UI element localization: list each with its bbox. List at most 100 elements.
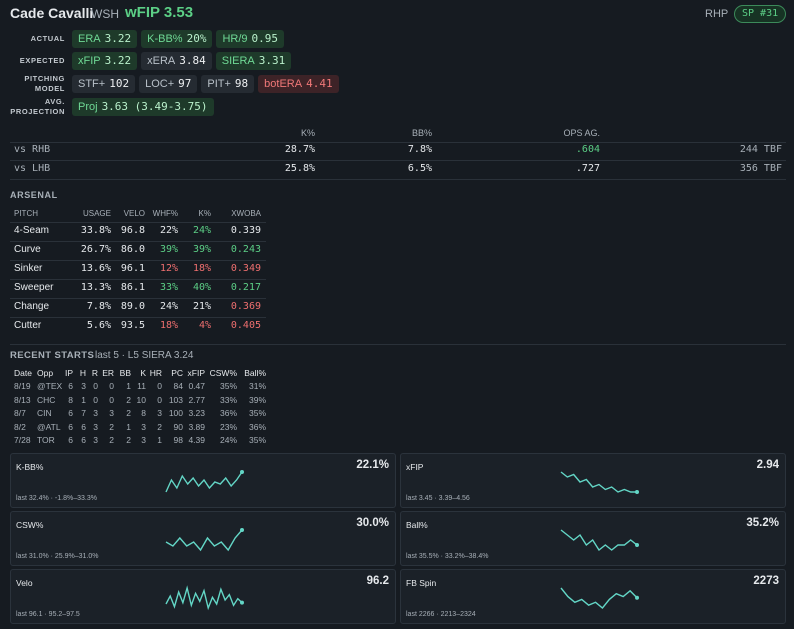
metric-chip: LOC+ 97 [139,75,198,93]
chip-key: STF+ [78,78,106,90]
arsenal-header: USAGE [82,209,111,218]
recent-cell: 3 [109,408,114,418]
sparkline [165,585,244,611]
divider [10,344,786,345]
recent-cell: 90 [173,421,183,432]
spark-end [240,470,244,474]
arsenal-cell: 33.8% [80,225,111,236]
arsenal-cell: 33% [159,282,178,293]
metric-label: AVG. PROJECTION [10,97,65,116]
arsenal-cell: 4-Seam [14,225,50,236]
arsenal-header: WHF% [152,209,178,218]
recent-cell: TOR [37,435,55,445]
arsenal-cell: 86.1 [120,282,145,293]
hand: RHP [705,8,729,20]
arsenal-cell: 24% [192,225,211,236]
card-footer: last 32.4% · -1.8%–33.3% [16,495,97,502]
recent-cell: 1 [81,394,86,405]
arsenal-cell: 5.6% [86,320,111,331]
sparkline [560,587,639,609]
recent-header: ER [102,368,114,378]
chip-value: 97 [178,77,192,90]
recent-cell: 33% [219,394,237,405]
split-cell: vs RHB [14,144,51,155]
recent-cell: 2 [126,435,131,445]
arsenal-cell: Change [14,301,50,312]
spark-end [635,490,639,494]
split-header: OPS AG. [563,128,600,138]
card-title: FB Spin [406,578,437,588]
recent-cell: 35% [248,435,266,445]
recent-cell: @ATL [37,421,61,432]
card-footer: last 96.1 · 95.2–97.5 [16,611,80,618]
card-footer: last 35.5% · 33.2%–38.4% [406,553,489,560]
arsenal-cell: 13.6% [80,263,111,274]
arsenal-cell: 13.3% [80,282,111,293]
recent-cell: 7 [81,408,86,418]
recent-header: CSW% [209,368,237,378]
recent-cell: 98 [173,435,183,445]
recent-cell: 8 [141,408,146,418]
row-divider [10,279,266,280]
recent-cell: 2.77 [188,394,205,405]
card-value: 35.2% [746,517,779,529]
recent-cell: 6 [68,421,73,432]
split-cell: 6.5% [407,163,432,174]
arsenal-cell: 0.369 [230,301,261,312]
metric-label: ACTUAL [30,34,65,43]
row-divider [10,222,266,223]
recent-cell: 8 [68,394,73,405]
recent-cell: 6 [68,381,73,391]
row-divider [10,241,266,242]
player-name: Cade Cavalli [10,5,94,21]
recent-cell: 3 [93,421,98,432]
recent-header: Opp [37,368,54,378]
arsenal-cell: 0.217 [230,282,261,293]
recent-cell: 0 [93,381,98,391]
arsenal-cell: 89.0 [120,301,145,312]
card-title: Velo [16,578,33,588]
recent-cell: 3 [157,408,162,418]
card-title: CSW% [16,520,44,530]
recent-cell: 7/28 [14,435,31,445]
metric-card: Velo 96.2 last 96.1 · 95.2–97.5 [10,569,396,624]
recent-cell: 84 [173,381,183,391]
arsenal-cell: 40% [192,282,211,293]
card-title: Ball% [406,520,428,530]
card-footer: last 2266 · 2213–2324 [406,611,476,618]
arsenal-cell: Cutter [14,320,42,331]
metric-label: EXPECTED [19,56,65,65]
section-subtitle: last 5 · L5 SIERA 3.24 [95,350,194,361]
chip-value: 98 [234,77,249,90]
recent-cell: 39% [248,394,266,405]
spark-end [635,595,639,600]
recent-cell: 3 [93,435,98,445]
chip-key: PIT+ [207,78,231,90]
chip-key: ERA [78,33,101,45]
split-cell: .604 [575,144,600,155]
split-cell: 28.7% [284,144,315,155]
recent-cell: @TEX [37,381,63,391]
metric-card: xFIP 2.94 last 3.45 · 3.39–4.56 [400,453,786,508]
chip-key: LOC+ [145,78,175,90]
recent-cell: 1 [126,421,131,432]
chip-value: 20% [186,32,207,45]
spark-end [240,528,244,532]
team: WSH [91,7,119,21]
recent-cell: 4.39 [188,435,205,445]
recent-cell: 2 [109,435,114,445]
recent-cell: 3 [141,435,146,445]
recent-cell: 3 [81,381,86,391]
metric-label: PITCHING MODEL [24,74,65,93]
card-footer: last 3.45 · 3.39–4.56 [406,495,470,502]
arsenal-cell: 22% [159,225,178,236]
metric-chip: botERA 4.41 [258,75,339,93]
arsenal-cell: 86.0 [120,244,145,255]
sparkline [560,471,639,494]
recent-cell: 3 [93,408,98,418]
card-title: xFIP [406,462,424,472]
recent-cell: 11 [137,381,146,391]
sparkline [165,528,244,552]
spark-line [165,471,243,493]
